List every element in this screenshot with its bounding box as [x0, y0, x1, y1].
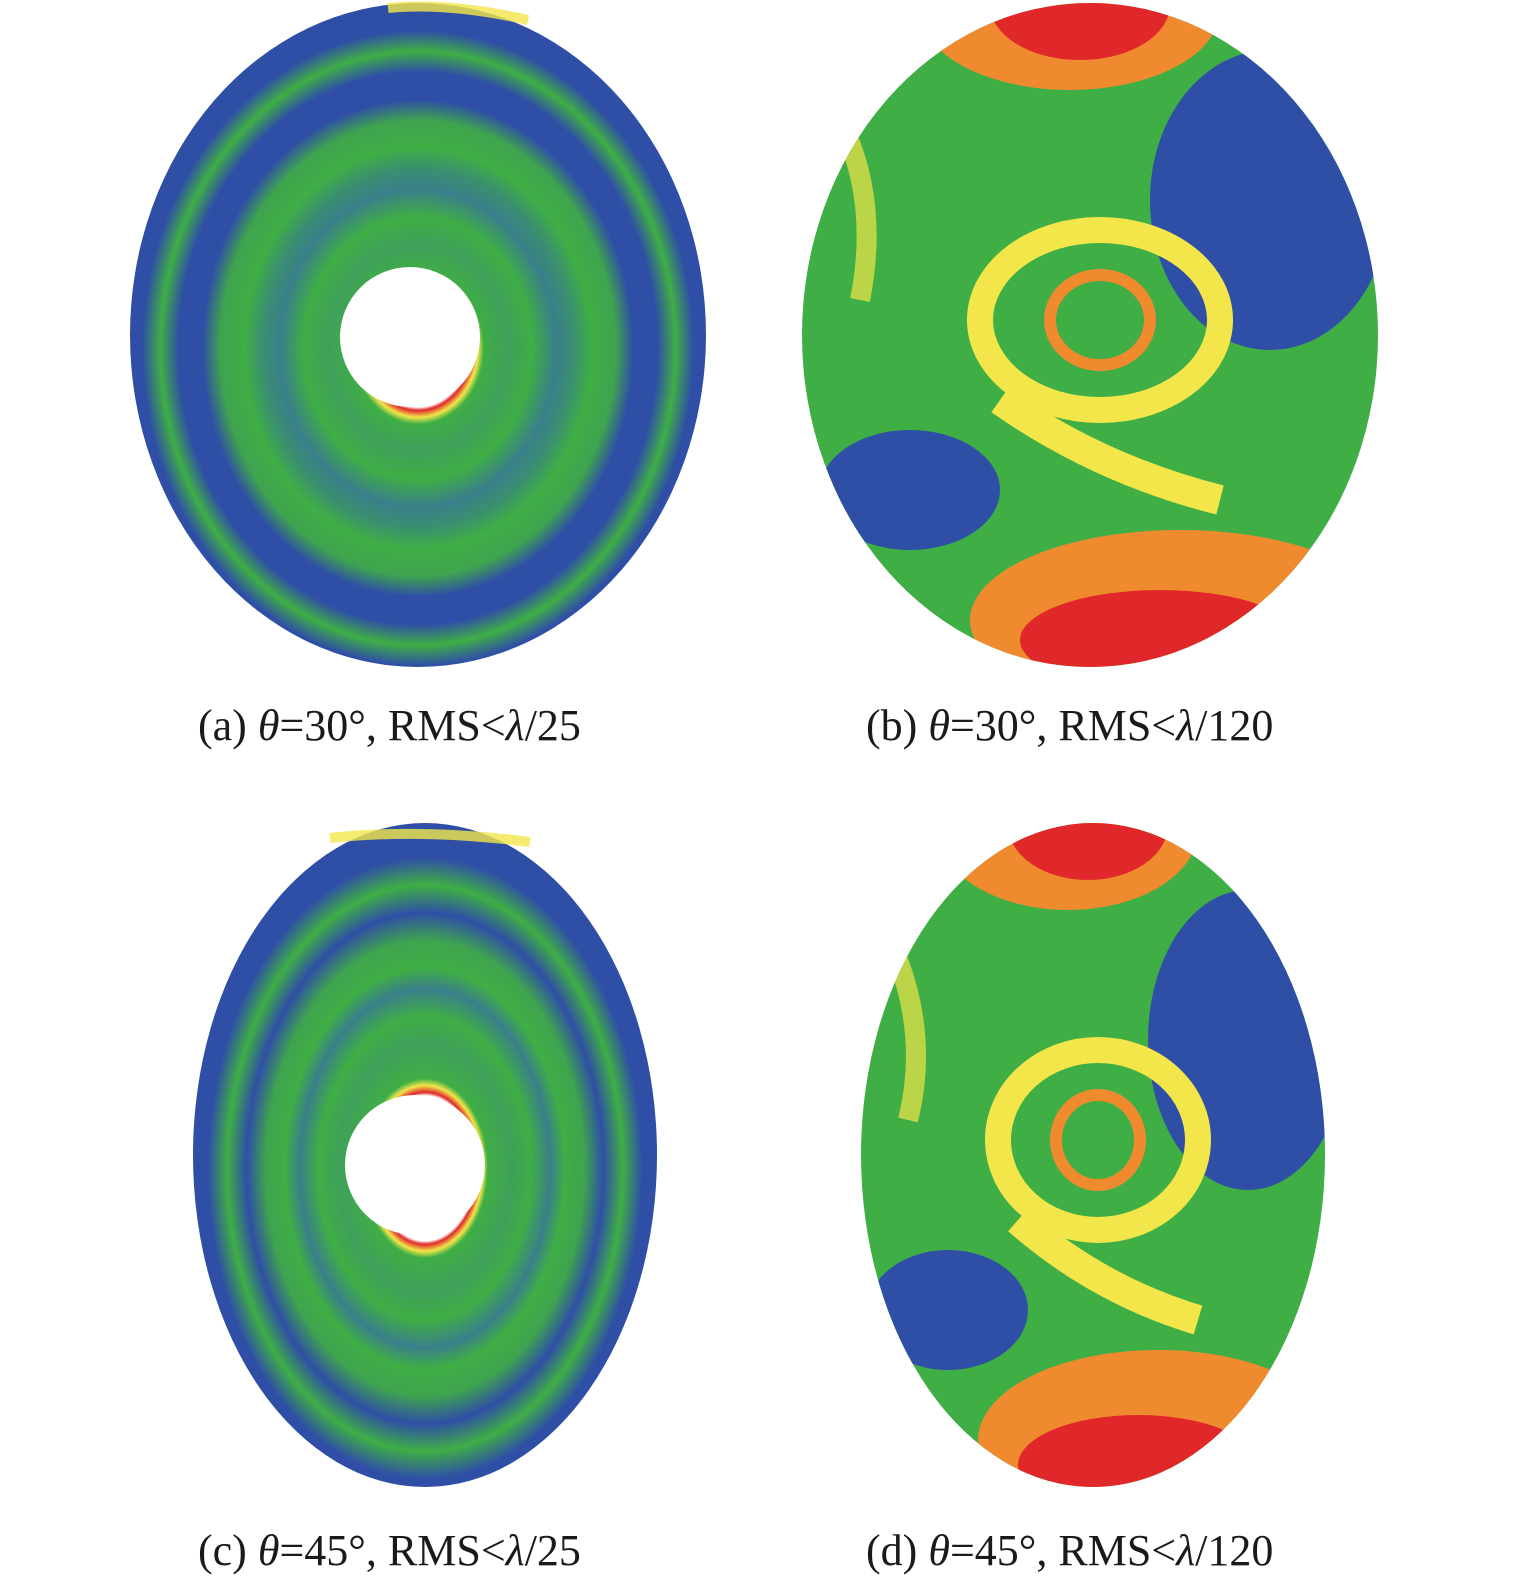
panel-c-surface-map: [190, 820, 660, 1490]
caption-a-prefix: (a): [198, 701, 258, 750]
caption-a-mid: =30°, RMS<: [279, 701, 506, 750]
caption-d-lambda: λ: [1176, 1526, 1196, 1575]
caption-d-prefix: (d): [866, 1526, 929, 1575]
caption-b-prefix: (b): [866, 701, 929, 750]
caption-a-theta: θ: [257, 701, 280, 750]
caption-b-theta: θ: [928, 701, 950, 750]
ring-surface-map-a: [130, 1, 706, 667]
panel-d-surface-map: [858, 820, 1328, 1490]
caption-a-lambda: λ: [505, 701, 525, 750]
patch-surface-map-d: [861, 823, 1325, 1487]
caption-b: (b) θ=30°, RMS<λ/120: [866, 700, 1273, 751]
caption-c: (c) θ=45°, RMS<λ/25: [198, 1525, 581, 1576]
caption-a-suffix: /25: [524, 701, 581, 750]
caption-d-theta: θ: [928, 1526, 950, 1575]
caption-b-suffix: /120: [1195, 701, 1274, 750]
caption-c-mid: =45°, RMS<: [279, 1526, 506, 1575]
caption-d: (d) θ=45°, RMS<λ/120: [866, 1525, 1273, 1576]
panel-b-surface-map: [800, 0, 1380, 670]
patch-surface-map-b: [802, 3, 1378, 667]
caption-d-mid: =45°, RMS<: [949, 1526, 1177, 1575]
caption-c-prefix: (c): [198, 1526, 258, 1575]
panel-a-surface-map: [128, 0, 708, 670]
caption-b-mid: =30°, RMS<: [949, 701, 1177, 750]
caption-c-theta: θ: [257, 1526, 280, 1575]
caption-d-suffix: /120: [1195, 1526, 1274, 1575]
caption-c-lambda: λ: [505, 1526, 525, 1575]
caption-c-suffix: /25: [524, 1526, 581, 1575]
ring-surface-map-c: [193, 823, 657, 1487]
caption-b-lambda: λ: [1176, 701, 1196, 750]
caption-a: (a) θ=30°, RMS<λ/25: [198, 700, 581, 751]
